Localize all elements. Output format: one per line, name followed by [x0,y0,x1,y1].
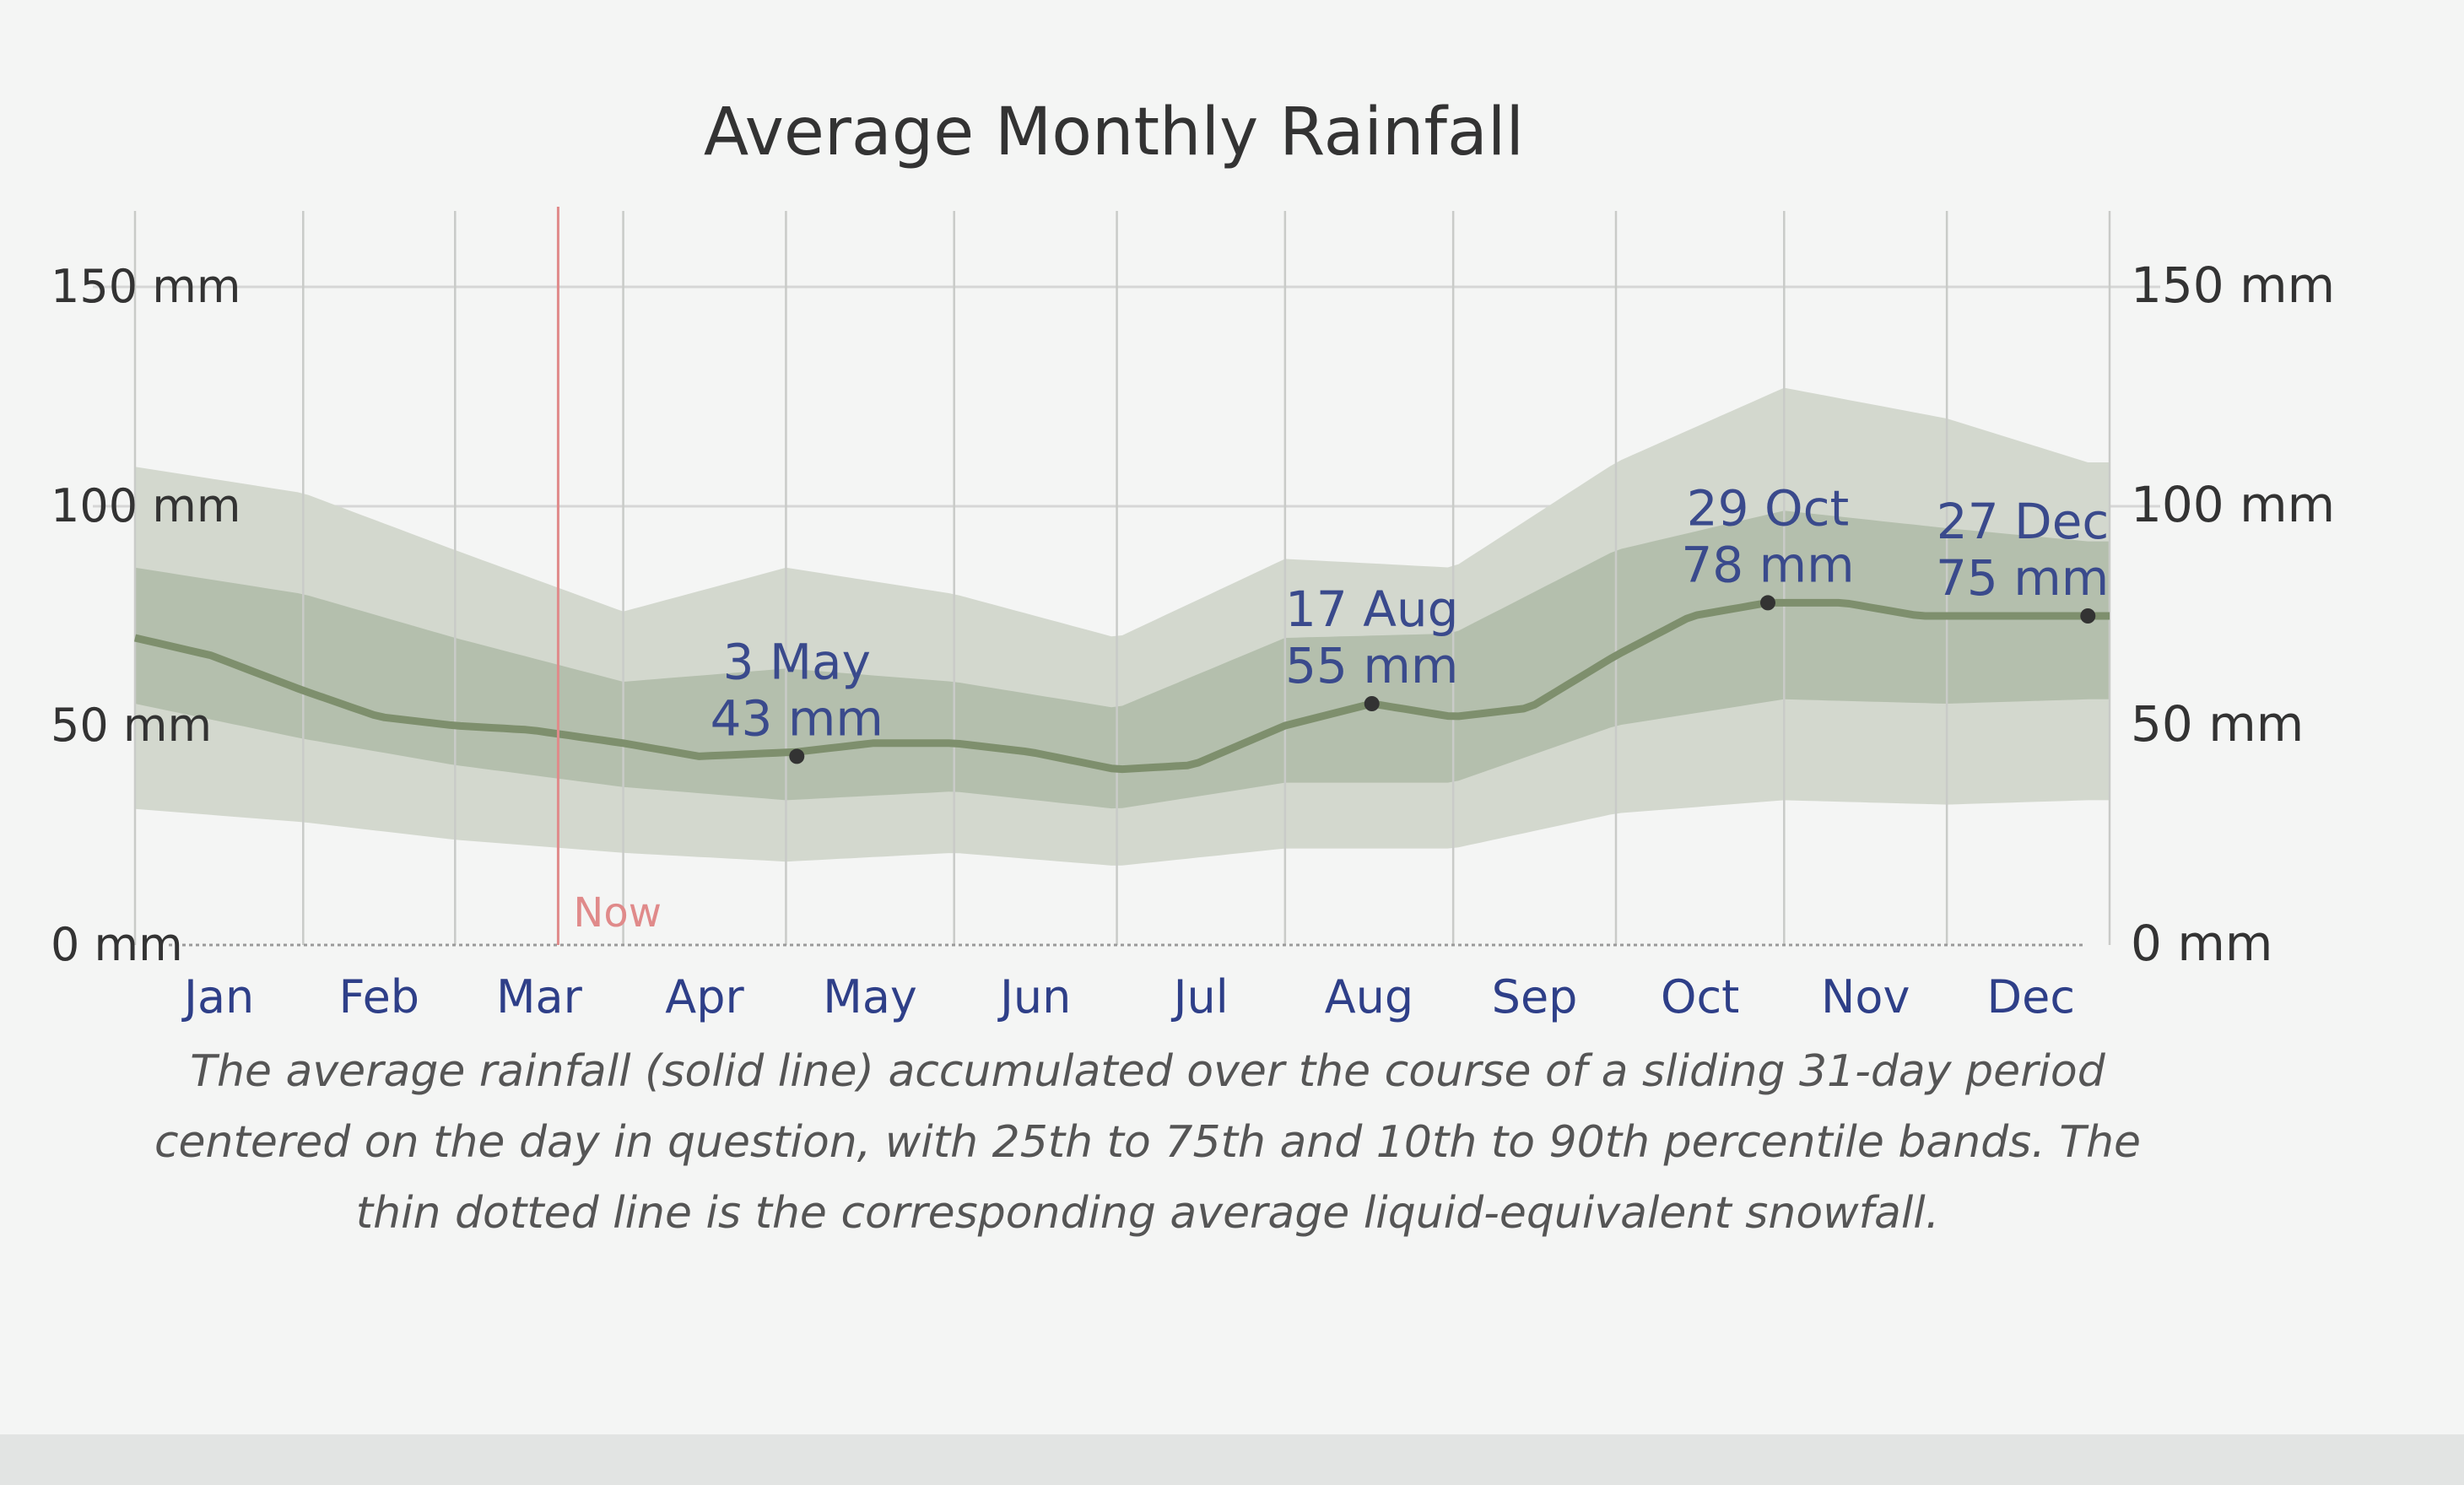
chart-caption: The average rainfall (solid line) accumu… [154,1046,2142,1239]
bottom-strip [0,1434,2464,1485]
annotation-amount-1: 55 mm [1285,637,1458,694]
annotation-dot-3 [2080,608,2096,624]
annotation-date-1: 17 Aug [1285,580,1459,638]
x-tick-apr: Apr [665,970,744,1023]
average-rainfall-line [133,598,2110,774]
annotation-date-2: 29 Oct [1687,479,1850,537]
annotation-dot-2 [1760,595,1775,611]
x-tick-sep: Sep [1492,970,1578,1023]
y-tick-left-100: 100 mm [51,479,240,532]
annotation-dot-0 [789,748,805,764]
x-tick-dec: Dec [1987,970,2076,1023]
x-tick-nov: Nov [1821,970,1910,1023]
annotation-date-3: 27 Dec [1937,493,2109,550]
y-tick-left-50: 50 mm [51,699,212,752]
x-tick-mar: Mar [496,970,583,1023]
annotation-amount-3: 75 mm [1936,549,2109,607]
y-tick-right-0: 0 mm [2131,915,2272,972]
x-tick-oct: Oct [1661,970,1739,1023]
x-tick-jul: Jul [1171,970,1229,1023]
x-tick-feb: Feb [338,970,419,1023]
annotation-dot-1 [1364,696,1380,711]
y-tick-right-150: 150 mm [2131,256,2335,314]
y-tick-left-150: 150 mm [51,260,240,313]
y-tick-right-50: 50 mm [2131,695,2304,753]
chart-title: Average Monthly Rainfall [703,94,1525,170]
x-tick-jan: Jan [181,970,254,1023]
y-tick-left-0: 0 mm [51,918,183,971]
x-tick-aug: Aug [1325,970,1413,1023]
y-tick-right-100: 100 mm [2131,476,2335,533]
annotation-date-0: 3 May [723,633,871,690]
x-tick-jun: Jun [997,970,1071,1023]
now-label: Now [573,889,662,937]
x-tick-may: May [823,970,917,1023]
annotation-amount-0: 43 mm [711,689,883,747]
annotation-amount-2: 78 mm [1681,536,1854,593]
